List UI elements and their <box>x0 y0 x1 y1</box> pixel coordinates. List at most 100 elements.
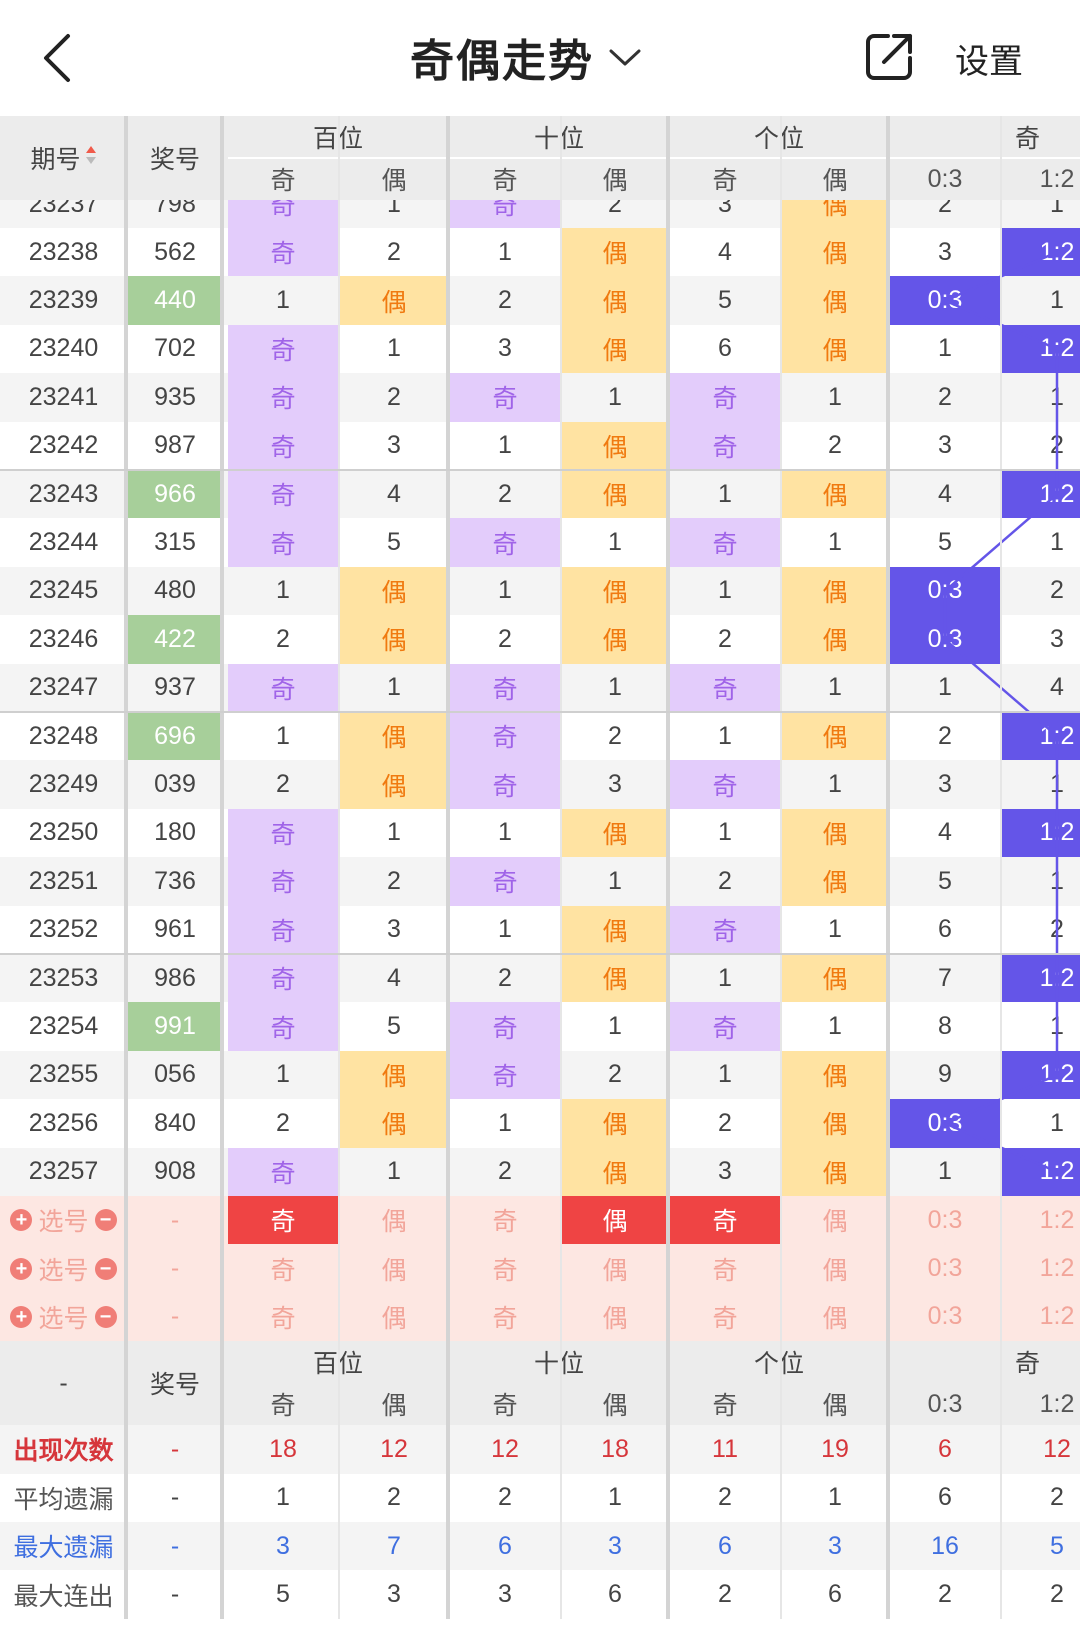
pick-row-label: + 选号 − <box>0 1196 127 1244</box>
trend-cell: 1 <box>1050 1012 1064 1041</box>
table-row: 23240 702 奇 1 3 偶 6 偶 1 1:2 <box>0 324 1080 374</box>
pick-option[interactable]: 奇 <box>712 1304 738 1333</box>
issue-number: 23242 <box>28 431 99 460</box>
pick-option[interactable]: 偶 <box>602 1256 628 1285</box>
pick-option[interactable]: 1:2 <box>1039 1302 1075 1331</box>
trend-cell: 奇 <box>450 712 560 761</box>
stats-value: 2 <box>1050 1580 1064 1609</box>
issue-number: 23246 <box>28 624 99 653</box>
pick-option[interactable]: 1:2 <box>1039 1205 1075 1234</box>
pick-option[interactable]: 偶 <box>822 1208 848 1237</box>
stats-value: 6 <box>498 1531 512 1560</box>
trend-cell: 奇 <box>228 1147 338 1196</box>
stats-sub-header: 奇 <box>270 1392 296 1421</box>
share-icon[interactable] <box>862 30 916 84</box>
minus-circle-icon[interactable]: − <box>94 1305 117 1328</box>
column-divider <box>780 116 782 1619</box>
pick-option[interactable]: 奇 <box>492 1208 518 1237</box>
trend-cell: 1 <box>608 528 622 557</box>
pick-option[interactable]: 奇 <box>270 1304 296 1333</box>
trend-cell: 偶 <box>782 1050 888 1100</box>
pick-option[interactable]: 0:3 <box>927 1205 963 1234</box>
trend-cell: 偶 <box>562 228 668 277</box>
table-row: 23253 986 奇 4 2 偶 1 偶 7 1:2 <box>0 954 1080 1003</box>
pick-option[interactable]: 偶 <box>381 1304 407 1333</box>
trend-cell: 8 <box>938 1012 952 1041</box>
trend-cell: 偶 <box>562 954 668 1003</box>
trend-cell: 偶 <box>782 615 888 664</box>
table-row: 23254 991 奇 5 奇 1 奇 1 8 1 <box>0 1002 1080 1051</box>
back-arrow-icon[interactable] <box>38 30 78 86</box>
trend-cell: 2 <box>498 286 512 315</box>
trend-cell: 偶 <box>340 1099 448 1148</box>
trend-cell: 奇 <box>450 518 560 567</box>
trend-cell: 0:3 <box>890 615 1000 664</box>
prize-number: 991 <box>127 1002 223 1051</box>
pick-option[interactable]: 奇 <box>712 1256 738 1285</box>
trend-cell: 奇 <box>228 954 338 1003</box>
trend-cell: 1 <box>498 915 512 944</box>
prize-number: 736 <box>154 866 196 895</box>
trend-cell: 奇 <box>228 421 338 470</box>
trend-cell: 3 <box>387 915 401 944</box>
pick-option[interactable]: 偶 <box>381 1256 407 1285</box>
add-circle-icon[interactable]: + <box>10 1257 33 1280</box>
pick-option[interactable]: 0:3 <box>927 1302 963 1331</box>
pick-option[interactable]: 偶 <box>822 1256 848 1285</box>
issue-column-header[interactable]: 期号 <box>0 116 127 200</box>
trend-cell: 4 <box>718 237 732 266</box>
trend-cell: 0:3 <box>890 566 1000 616</box>
trend-cell: 偶 <box>782 808 888 858</box>
issue-header-label: 期号 <box>30 146 81 174</box>
pick-label: 选号 <box>38 1256 89 1285</box>
trend-cell: 2 <box>387 866 401 895</box>
pick-option[interactable]: 偶 <box>381 1208 407 1237</box>
stats-value: 11 <box>712 1434 738 1463</box>
stats-group-header: 百位 <box>228 1341 448 1383</box>
trend-cell: 1 <box>1050 200 1064 218</box>
trend-cell: 偶 <box>340 566 448 616</box>
trend-cell: 偶 <box>782 566 888 616</box>
pick-option[interactable]: 偶 <box>562 1196 668 1245</box>
trend-cell: 1:2 <box>1002 324 1080 374</box>
pick-option[interactable]: 1:2 <box>1039 1254 1075 1283</box>
pick-option[interactable]: 奇 <box>270 1256 296 1285</box>
table-row: 23256 840 2 偶 1 偶 2 偶 0:3 1 <box>0 1099 1080 1148</box>
pick-option[interactable]: 奇 <box>670 1196 780 1245</box>
pick-option[interactable]: 0:3 <box>927 1254 963 1283</box>
table-row: 23238 562 奇 2 1 偶 4 偶 3 1:2 <box>0 228 1080 277</box>
trend-cell: 奇 <box>228 857 338 906</box>
trend-cell: 1 <box>718 1060 732 1089</box>
pick-option[interactable]: 奇 <box>492 1256 518 1285</box>
add-circle-icon[interactable]: + <box>10 1209 33 1232</box>
pick-option[interactable]: 奇 <box>228 1196 338 1245</box>
prize-number: 966 <box>127 470 223 519</box>
minus-circle-icon[interactable]: − <box>94 1209 117 1232</box>
stats-value: 5 <box>276 1580 290 1609</box>
trend-cell: 偶 <box>562 470 668 519</box>
trend-cell: 1 <box>938 1157 952 1186</box>
table-row: 23245 480 1 偶 1 偶 1 偶 0:3 2 <box>0 566 1080 616</box>
header-sub-divider <box>228 157 1080 159</box>
trend-cell: 偶 <box>782 470 888 519</box>
trend-cell: 2 <box>498 479 512 508</box>
pick-option[interactable]: 奇 <box>492 1304 518 1333</box>
stats-value: 5 <box>1050 1531 1064 1560</box>
minus-circle-icon[interactable]: − <box>94 1257 117 1280</box>
table-row: 23242 987 奇 3 1 偶奇 2 3 2 <box>0 421 1080 470</box>
stats-value: 12 <box>1043 1434 1071 1463</box>
pick-option[interactable]: 偶 <box>602 1304 628 1333</box>
add-circle-icon[interactable]: + <box>10 1305 33 1328</box>
stats-group-header: 奇 <box>1014 1350 1040 1379</box>
settings-button[interactable]: 设置 <box>955 43 1023 81</box>
trend-cell: 偶 <box>782 712 888 761</box>
pick-option[interactable]: 偶 <box>822 1304 848 1333</box>
chart-type-dropdown[interactable]: 奇偶走势 <box>410 22 642 92</box>
trend-cell: 偶 <box>782 1099 888 1148</box>
trend-cell: 5 <box>387 1012 401 1041</box>
trend-cell: 1 <box>1050 382 1064 411</box>
prize-number: 315 <box>154 528 196 557</box>
trend-cell: 2 <box>828 431 842 460</box>
trend-cell: 1 <box>498 576 512 605</box>
trend-cell: 4 <box>938 818 952 847</box>
